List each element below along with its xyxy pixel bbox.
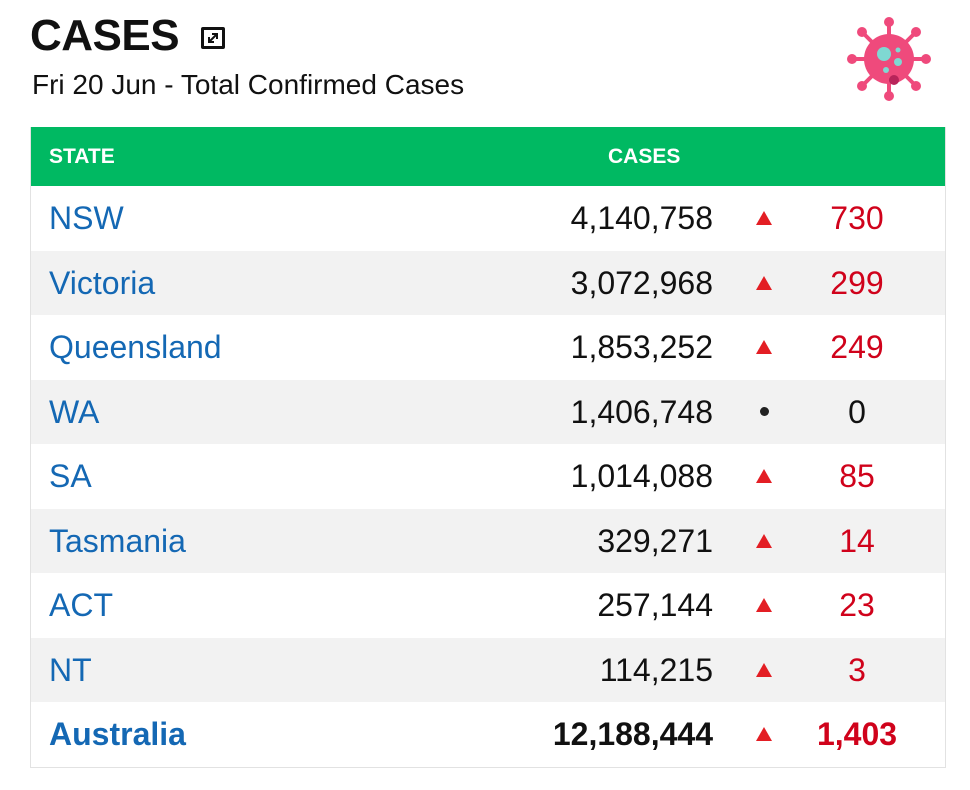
daily-change: 14 [839,522,875,559]
state-link[interactable]: Australia [49,716,186,752]
table-row: Queensland 1,853,252 249 [31,315,945,380]
triangle-up-icon [753,702,775,766]
cases-table: STATE CASES NSW 4,140,758 730 Victoria 3,072… [30,127,946,768]
page-title: CASES [30,11,180,60]
total-cases: 12,188,444 [552,716,713,752]
state-link[interactable]: NSW [49,200,124,236]
table-row: ACT 257,144 23 [31,573,945,638]
total-cases: 4,140,758 [570,200,713,236]
state-link[interactable]: WA [49,393,100,430]
table-row: Tasmania 329,271 14 [31,508,945,573]
state-link[interactable]: ACT [49,587,113,623]
dot-icon [753,380,775,444]
daily-change: 3 [848,651,866,688]
total-cases: 257,144 [597,587,713,623]
table-row: NSW 4,140,758 730 [31,186,945,251]
title-row: CASES [30,10,226,62]
table-row: Victoria 3,072,968 299 [31,250,945,315]
table-body: NSW 4,140,758 730 Victoria 3,072,968 299 Queen… [31,186,945,767]
daily-change: 85 [839,458,875,494]
total-cases: 329,271 [597,522,713,559]
triangle-up-icon [753,315,775,379]
total-cases: 1,853,252 [570,329,713,365]
daily-change: 299 [830,264,884,301]
state-link[interactable]: SA [49,458,92,494]
table-header: STATE CASES [31,127,945,186]
triangle-up-icon [753,186,775,250]
expand-icon[interactable] [201,27,226,49]
triangle-up-icon [753,573,775,637]
daily-change: 730 [830,200,884,236]
triangle-up-icon [753,251,775,315]
total-cases: 1,014,088 [570,458,713,494]
total-cases: 3,072,968 [570,264,713,301]
daily-change: 0 [848,393,866,430]
table-row: SA 1,014,088 85 [31,444,945,509]
table-row: NT 114,215 3 [31,637,945,702]
total-cases: 1,406,748 [570,393,713,430]
daily-change: 249 [830,329,884,365]
column-header-cases[interactable]: CASES [608,145,681,168]
state-link[interactable]: NT [49,651,92,688]
daily-change: 1,403 [816,716,898,752]
column-header-state[interactable]: STATE [49,145,115,168]
state-link[interactable]: Victoria [49,264,156,301]
state-link[interactable]: Queensland [49,329,222,365]
state-link[interactable]: Tasmania [49,522,186,559]
page-subtitle: Fri 20 Jun - Total Confirmed Cases [32,69,465,100]
triangle-up-icon [753,638,775,702]
total-cases: 114,215 [599,651,713,688]
table-row: WA 1,406,748 0 [31,379,945,444]
daily-change: 23 [839,587,875,623]
virus-icon [847,17,931,101]
triangle-up-icon [753,444,775,508]
triangle-up-icon [753,509,775,573]
total-row: Australia 12,188,444 1,403 [31,702,945,767]
